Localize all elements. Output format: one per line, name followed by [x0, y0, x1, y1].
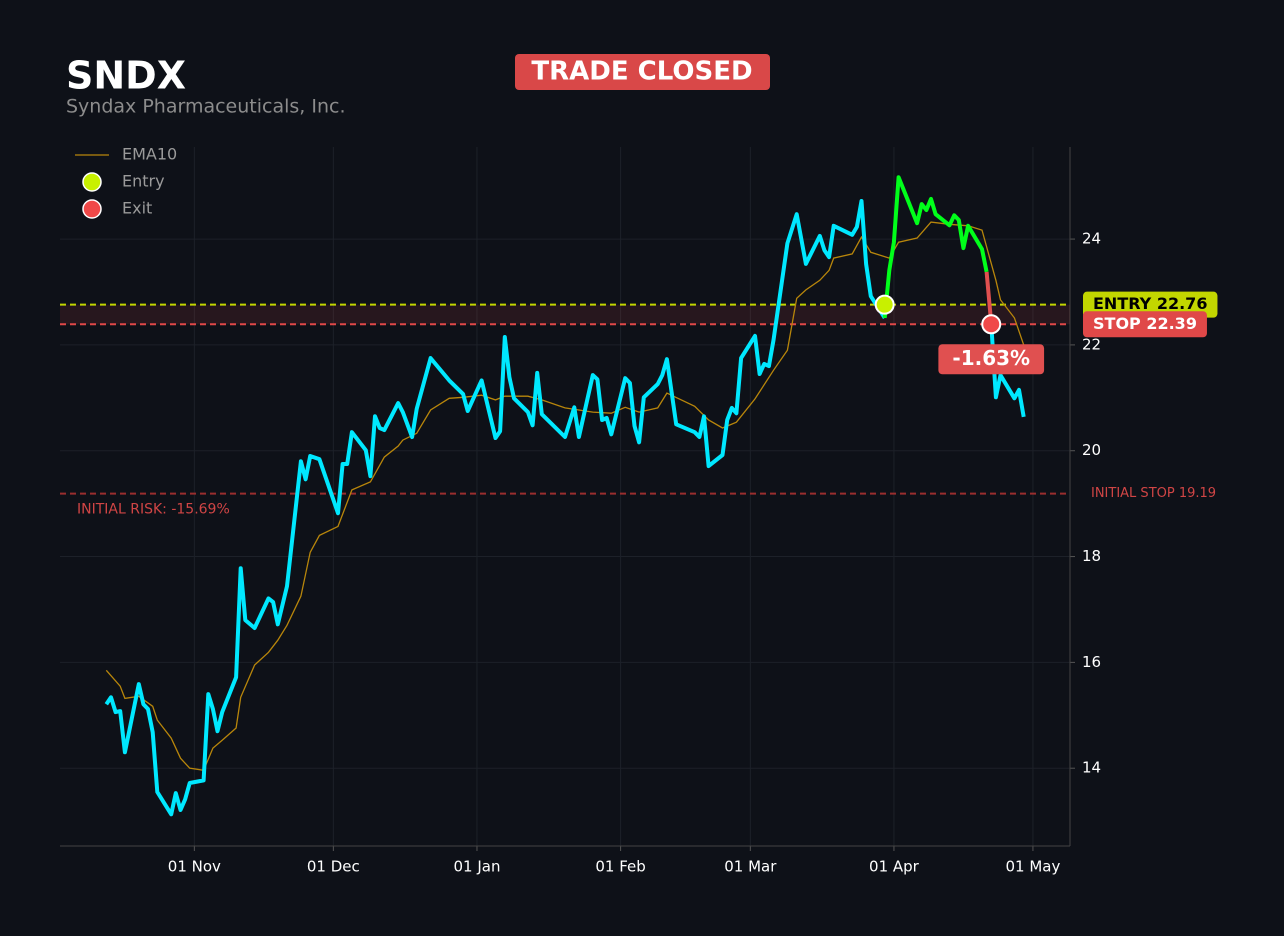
trade-marker — [874, 294, 895, 315]
y-tick-label: 20 — [1082, 441, 1101, 459]
legend-swatch — [82, 199, 102, 219]
x-tick-label: 01 Dec — [307, 858, 360, 876]
pnl-badge-box — [938, 344, 1045, 375]
y-tick-label: 16 — [1082, 653, 1101, 671]
trade-line — [882, 175, 989, 319]
legend-label: Entry — [122, 172, 165, 191]
x-tick-label: 01 May — [1005, 858, 1060, 876]
x-tick-label: 01 Feb — [595, 858, 645, 876]
ema-line — [105, 221, 1025, 772]
level-badge: STOP 22.39 — [1083, 311, 1207, 338]
legend-swatch — [82, 172, 102, 192]
pnl-label: -1.63% — [952, 346, 1030, 370]
y-tick-label: 22 — [1082, 335, 1101, 353]
trade-marker — [981, 314, 1002, 335]
legend-label: EMA10 — [122, 145, 177, 164]
level-label: INITIAL STOP 19.19 — [1091, 486, 1216, 501]
status-label: TRADE CLOSED — [531, 57, 752, 87]
level-label: STOP 22.39 — [1093, 314, 1197, 333]
price-line — [104, 199, 887, 817]
x-tick-label: 01 Nov — [168, 858, 221, 876]
x-tick-label: 01 Mar — [724, 858, 777, 876]
y-tick-label: 18 — [1082, 547, 1101, 565]
risk-label: INITIAL RISK: -15.69% — [77, 502, 230, 518]
x-tick-label: 01 Apr — [869, 858, 920, 876]
level-badge: ENTRY 22.76 — [1083, 291, 1218, 318]
price-line — [989, 323, 1026, 418]
level-label: ENTRY 22.76 — [1093, 294, 1207, 313]
legend-label: Exit — [122, 199, 152, 218]
pnl-badge: -1.63% — [938, 344, 1045, 375]
level-badge-box — [1083, 311, 1207, 338]
chart-title: SNDX — [66, 54, 186, 98]
level-badge-box — [1083, 291, 1218, 318]
y-tick-label: 14 — [1082, 759, 1101, 777]
y-tick-label: 24 — [1082, 230, 1101, 248]
status-badge — [515, 54, 770, 90]
chart-subtitle: Syndax Pharmaceuticals, Inc. — [66, 96, 346, 118]
risk-band — [60, 304, 1070, 325]
x-tick-label: 01 Jan — [453, 858, 500, 876]
